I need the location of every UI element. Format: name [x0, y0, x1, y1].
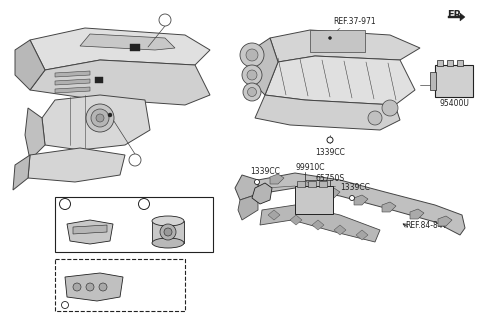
Text: a: a [63, 201, 67, 207]
Text: b: b [142, 201, 146, 207]
Text: 99910C: 99910C [295, 163, 324, 172]
Text: 1339CC: 1339CC [250, 167, 280, 176]
Bar [447, 60, 453, 66]
Polygon shape [268, 210, 280, 220]
Polygon shape [290, 215, 302, 225]
Text: 1010AD: 1010AD [295, 191, 325, 200]
Polygon shape [30, 60, 210, 105]
Circle shape [108, 113, 112, 117]
Circle shape [248, 88, 256, 96]
Ellipse shape [152, 238, 184, 248]
Bar [435, 65, 473, 97]
Polygon shape [255, 95, 400, 130]
Bar [308, 181, 316, 187]
Bar [152, 221, 184, 243]
Circle shape [254, 179, 260, 184]
Text: 95440K: 95440K [155, 281, 184, 291]
Text: (SMART KEY): (SMART KEY) [60, 264, 109, 273]
Circle shape [382, 100, 398, 116]
Polygon shape [334, 225, 346, 235]
Polygon shape [270, 174, 284, 184]
Polygon shape [448, 13, 465, 21]
Text: FR.: FR. [447, 10, 465, 20]
Polygon shape [382, 202, 396, 212]
Polygon shape [55, 71, 90, 77]
Polygon shape [80, 34, 175, 50]
Circle shape [240, 43, 264, 67]
Circle shape [96, 114, 104, 122]
Polygon shape [67, 220, 113, 244]
Circle shape [61, 301, 69, 309]
Text: 65750S: 65750S [315, 174, 344, 183]
Circle shape [86, 104, 114, 132]
Circle shape [99, 283, 107, 291]
Circle shape [242, 65, 262, 85]
Polygon shape [438, 216, 452, 226]
Polygon shape [25, 108, 45, 160]
Circle shape [129, 154, 141, 166]
Bar [297, 181, 305, 187]
Text: 1339CC: 1339CC [315, 148, 345, 157]
Polygon shape [354, 195, 368, 205]
Ellipse shape [152, 216, 184, 226]
Circle shape [86, 283, 94, 291]
Polygon shape [55, 87, 90, 93]
Polygon shape [312, 220, 324, 230]
Text: 1339CC: 1339CC [340, 183, 370, 192]
Polygon shape [258, 173, 465, 235]
Bar [55, 259, 185, 311]
Polygon shape [410, 209, 424, 219]
Polygon shape [65, 273, 123, 301]
Bar [295, 186, 333, 214]
Polygon shape [13, 155, 30, 190]
Polygon shape [73, 225, 107, 234]
Circle shape [139, 198, 149, 210]
Circle shape [368, 111, 382, 125]
Text: 95410K: 95410K [75, 199, 105, 209]
Text: b: b [133, 157, 137, 163]
Text: a: a [163, 17, 167, 23]
Polygon shape [15, 40, 45, 90]
Polygon shape [252, 38, 278, 95]
Circle shape [243, 83, 261, 101]
Polygon shape [238, 194, 258, 220]
Bar [437, 60, 443, 66]
Polygon shape [235, 175, 258, 200]
Polygon shape [28, 148, 125, 182]
Text: 95430D: 95430D [157, 199, 187, 209]
Circle shape [349, 195, 355, 200]
Text: REF.37-971: REF.37-971 [334, 17, 376, 27]
Bar [430, 72, 436, 90]
Bar [130, 44, 140, 51]
Circle shape [60, 198, 71, 210]
Circle shape [246, 49, 258, 61]
Polygon shape [356, 230, 368, 240]
Polygon shape [298, 181, 312, 191]
Polygon shape [42, 95, 150, 150]
Polygon shape [30, 28, 210, 70]
Circle shape [91, 109, 109, 127]
Bar [55, 197, 213, 252]
Circle shape [247, 70, 257, 80]
Text: 95400U: 95400U [439, 99, 469, 108]
Bar [457, 60, 463, 66]
Polygon shape [260, 205, 380, 242]
Polygon shape [55, 79, 90, 85]
Polygon shape [270, 30, 420, 62]
Text: REF.84-847: REF.84-847 [405, 221, 447, 230]
Circle shape [328, 36, 332, 39]
Bar [319, 181, 327, 187]
Circle shape [164, 228, 172, 236]
Polygon shape [252, 183, 272, 204]
Circle shape [73, 283, 81, 291]
Polygon shape [265, 56, 415, 105]
Bar [95, 77, 103, 83]
Circle shape [160, 224, 176, 240]
Text: 95413A: 95413A [73, 300, 103, 310]
Polygon shape [326, 188, 340, 198]
Bar [310, 30, 365, 52]
Circle shape [327, 137, 333, 143]
Circle shape [159, 14, 171, 26]
